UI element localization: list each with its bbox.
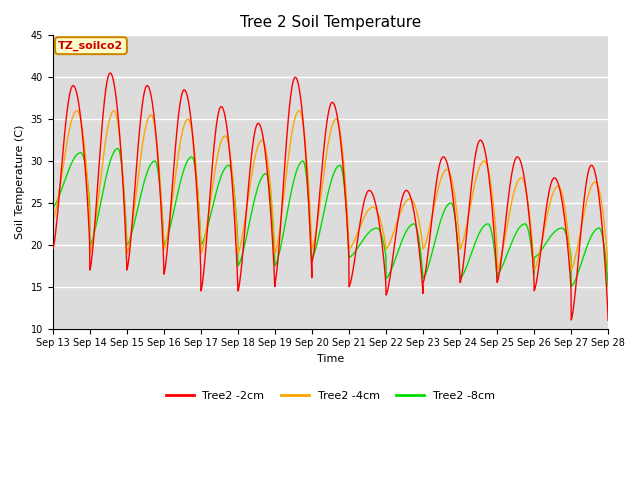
Tree2 -4cm [49,217,56,223]
Tree2 -8cm [534,252,541,258]
Title: Tree 2 Soil Temperature: Tree 2 Soil Temperature [240,15,421,30]
Tree2 -8cm [604,284,612,289]
Tree2 -2cm [593,181,601,187]
Tree2 -4cm [286,143,294,148]
X-axis label: Time: Time [317,354,344,364]
Tree2 -8cm [262,171,269,177]
Text: TZ_soilco2: TZ_soilco2 [58,40,124,51]
Tree2 -4cm [593,181,601,187]
Tree2 -4cm [145,113,153,119]
Line: Tree2 -2cm: Tree2 -2cm [52,73,608,320]
Tree2 -8cm [112,146,120,152]
Tree2 -8cm [286,195,294,201]
Legend: Tree2 -2cm, Tree2 -4cm, Tree2 -8cm: Tree2 -2cm, Tree2 -4cm, Tree2 -8cm [161,386,500,405]
Tree2 -8cm [114,145,122,151]
Tree2 -2cm [113,96,120,102]
Tree2 -2cm [604,317,612,323]
Line: Tree2 -8cm: Tree2 -8cm [52,148,608,287]
Tree2 -8cm [49,204,56,210]
Tree2 -2cm [286,99,294,105]
Tree2 -8cm [593,226,601,231]
Tree2 -4cm [604,267,612,273]
Tree2 -4cm [262,147,269,153]
Tree2 -2cm [262,155,269,161]
Tree2 -4cm [534,258,541,264]
Tree2 -8cm [145,164,153,170]
Tree2 -4cm [113,112,120,118]
Tree2 -4cm [73,108,81,114]
Tree2 -2cm [106,70,114,76]
Tree2 -2cm [534,273,541,278]
Tree2 -2cm [49,246,56,252]
Tree2 -2cm [145,85,153,91]
Y-axis label: Soil Temperature (C): Soil Temperature (C) [15,125,25,239]
Line: Tree2 -4cm: Tree2 -4cm [52,111,608,270]
